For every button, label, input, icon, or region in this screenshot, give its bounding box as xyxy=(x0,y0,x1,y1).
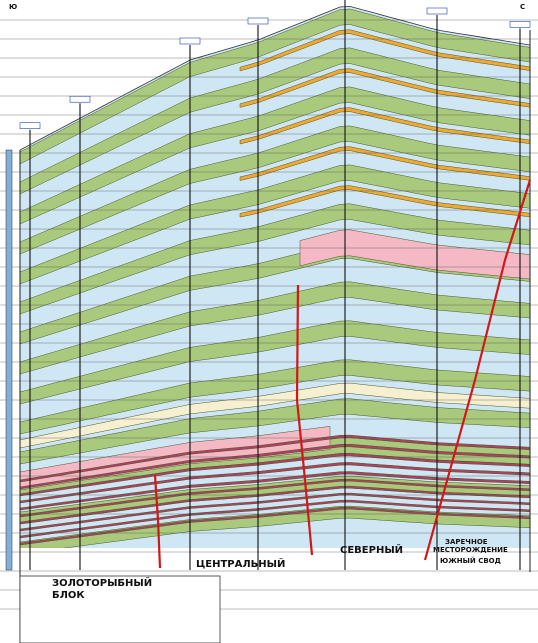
thin-layer xyxy=(20,506,530,546)
block-label: ЗОЛОТОРЫБНЫЙ xyxy=(52,576,152,589)
thin-layer xyxy=(20,434,530,483)
orange-layer xyxy=(239,185,530,218)
legend-box xyxy=(19,575,221,643)
wells xyxy=(19,0,531,570)
green-layer xyxy=(20,505,530,555)
green-layer xyxy=(20,125,530,255)
block-label: ЦЕНТРАЛЬНЫЙ xyxy=(196,557,285,570)
pink-layer xyxy=(299,229,530,280)
thin-layer xyxy=(20,485,530,525)
surface xyxy=(19,5,531,151)
well-head xyxy=(19,122,41,130)
well-head xyxy=(247,17,269,25)
field-label: ЗАРЕЧНОЕ xyxy=(445,538,488,546)
thin-layer xyxy=(20,462,530,504)
green-layer xyxy=(20,164,530,285)
faults xyxy=(153,179,532,569)
block-label: БЛОК xyxy=(52,590,85,601)
well-head xyxy=(69,95,91,103)
green-layer xyxy=(20,86,530,225)
well-head xyxy=(426,7,448,15)
green-layer xyxy=(20,398,530,465)
thin-layer xyxy=(20,492,530,532)
fault xyxy=(295,284,314,556)
green-layer xyxy=(20,359,530,435)
orange-layer xyxy=(239,107,530,145)
south-label: Ю xyxy=(9,3,17,11)
orange-layer xyxy=(239,29,530,72)
thin-layer xyxy=(20,443,530,490)
green-layer xyxy=(20,8,530,165)
thin-layer xyxy=(20,478,530,518)
thin-layer xyxy=(20,471,530,511)
orange-layer xyxy=(239,146,530,181)
field-label: МЕСТОРОЖДЕНИЕ xyxy=(433,546,508,554)
scale-strip xyxy=(5,149,13,571)
fault xyxy=(423,179,532,561)
arch-label: ЮЖНЫЙ СВОД xyxy=(440,556,501,565)
well-head xyxy=(179,37,201,45)
bottom-fill xyxy=(20,548,530,572)
thin-layer xyxy=(20,453,530,497)
block-label: СЕВЕРНЫЙ xyxy=(340,543,403,556)
pink-layer xyxy=(20,426,331,491)
fault xyxy=(153,474,162,569)
green-layer xyxy=(20,320,530,405)
grid xyxy=(0,5,538,643)
thin-layer xyxy=(20,499,530,539)
green-layer xyxy=(20,203,530,315)
north-label: С xyxy=(520,3,525,11)
well-head xyxy=(509,21,531,28)
green-layer xyxy=(20,242,530,345)
cream-layer xyxy=(20,382,530,449)
